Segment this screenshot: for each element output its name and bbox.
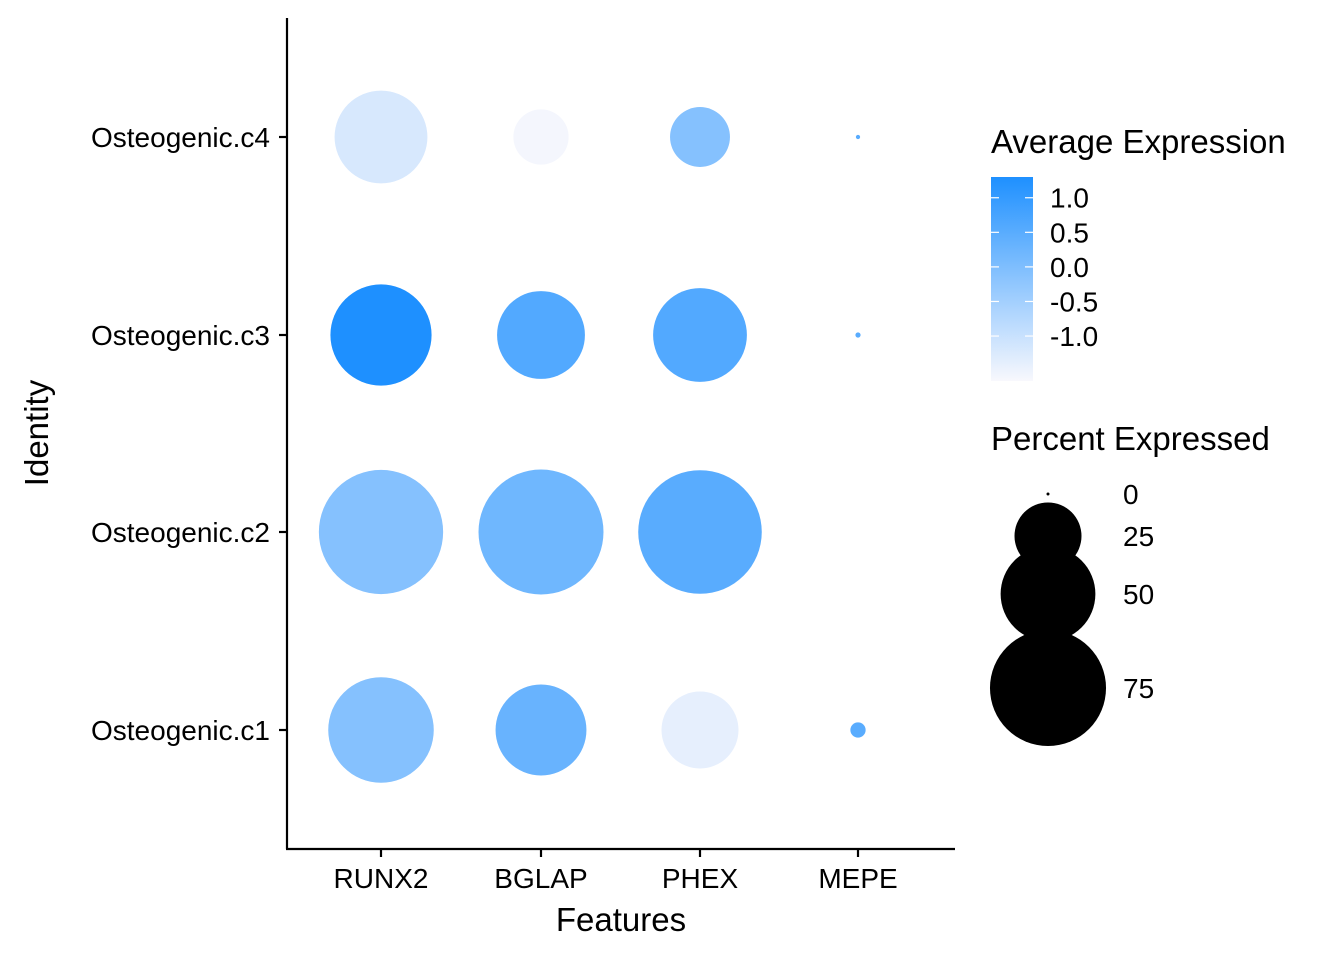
dot-osteogenic-c2-runx2 <box>318 469 444 595</box>
size-legend-title: Percent Expressed <box>991 420 1270 457</box>
dot-osteogenic-c4-runx2 <box>334 90 428 184</box>
dot-osteogenic-c1-bglap <box>495 684 587 776</box>
color-legend-title: Average Expression <box>991 123 1286 160</box>
dot-osteogenic-c3-mepe <box>855 332 861 338</box>
dot-osteogenic-c4-bglap <box>513 109 569 165</box>
x-tick-label-bglap: BGLAP <box>494 863 587 894</box>
size-legend-label-50: 50 <box>1123 579 1154 610</box>
dot-osteogenic-c2-bglap <box>478 469 604 595</box>
dot-osteogenic-c3-runx2 <box>330 284 432 386</box>
size-legend-label-25: 25 <box>1123 521 1154 552</box>
dot-osteogenic-c1-mepe <box>850 722 866 738</box>
size-legend: Percent Expressed 0 25 50 75 <box>989 420 1270 747</box>
x-axis-ticks: RUNX2 BGLAP PHEX MEPE <box>334 849 898 894</box>
size-legend-dot-50 <box>1000 546 1096 642</box>
color-legend: Average Expression 1.00.5 0.0-0.5 -1.0 <box>991 123 1286 381</box>
x-tick-label-runx2: RUNX2 <box>334 863 429 894</box>
dot-osteogenic-c2-phex <box>638 470 762 594</box>
dot-osteogenic-c1-runx2 <box>328 677 434 783</box>
dot-osteogenic-c3-bglap <box>497 291 585 379</box>
x-axis-title: Features <box>556 901 686 938</box>
size-legend-label-75: 75 <box>1123 673 1154 704</box>
color-tick-label: -1.0 <box>1050 321 1098 352</box>
size-legend-dot-0 <box>1046 492 1050 496</box>
size-legend-label-0: 0 <box>1123 479 1139 510</box>
y-axis-title: Identity <box>18 379 55 486</box>
size-legend-dot-75 <box>989 629 1107 747</box>
dot-osteogenic-c3-phex <box>653 288 747 382</box>
dot-osteogenic-c1-phex <box>661 691 739 769</box>
color-tick-label: -0.5 <box>1050 286 1098 317</box>
dot-osteogenic-c4-mepe <box>855 134 861 140</box>
color-tick-label: 1.0 <box>1050 183 1089 214</box>
plot-area <box>318 90 866 783</box>
color-tick-label: 0.0 <box>1050 252 1089 283</box>
x-tick-label-phex: PHEX <box>662 863 739 894</box>
color-tick-label: 0.5 <box>1050 217 1089 248</box>
y-tick-label-osteogenic-c1: Osteogenic.c1 <box>91 715 270 746</box>
y-tick-label-osteogenic-c4: Osteogenic.c4 <box>91 122 270 153</box>
y-tick-label-osteogenic-c2: Osteogenic.c2 <box>91 517 270 548</box>
y-tick-label-osteogenic-c3: Osteogenic.c3 <box>91 320 270 351</box>
dot-osteogenic-c4-phex <box>670 107 730 167</box>
color-bar <box>991 177 1033 381</box>
y-axis-ticks: Osteogenic.c1 Osteogenic.c2 Osteogenic.c3 O… <box>91 122 287 746</box>
x-tick-label-mepe: MEPE <box>818 863 897 894</box>
